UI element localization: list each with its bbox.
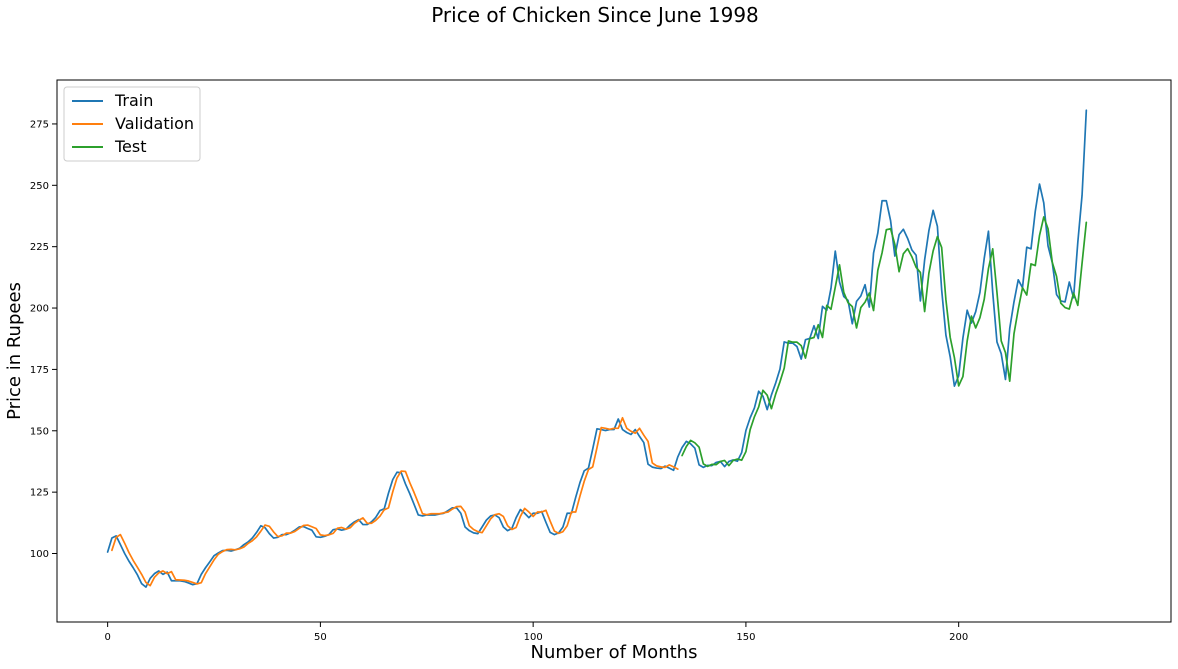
x-tick-label: 150 [736,632,755,643]
y-tick-label: 100 [30,549,49,560]
y-tick-label: 150 [30,426,49,437]
x-axis-label: Number of Months [531,642,698,663]
series-validation [111,416,679,587]
x-axis-ticks: 0 50 100 150 200 [104,622,968,643]
chart-title: Price of Chicken Since June 1998 [431,3,759,27]
y-tick-label: 200 [30,304,49,315]
series-line-test [681,216,1088,468]
y-axis-ticks: 100 125 150 175 200 225 250 275 [30,119,57,560]
y-tick-label: 250 [30,181,49,192]
y-tick-label: 225 [30,242,49,253]
legend: Train Validation Test [63,86,201,162]
plot-frame [56,79,1172,623]
legend-test-label: Test [114,137,147,156]
x-tick-label: 50 [314,632,327,643]
series-line-validation [111,416,679,587]
x-tick-label: 0 [104,632,110,643]
series-test [681,216,1088,468]
y-tick-label: 175 [30,365,49,376]
legend-train-label: Train [114,91,153,110]
series-layer [106,109,1088,588]
legend-validation-label: Validation [115,114,194,133]
y-tick-label: 125 [30,488,49,499]
y-tick-label: 275 [30,119,49,130]
series-line-train [106,109,1088,588]
y-axis-label: Price in Rupees [4,282,25,420]
legend-box [63,86,201,162]
x-tick-label: 200 [949,632,968,643]
series-train [106,109,1088,588]
x-tick-label: 100 [524,632,543,643]
